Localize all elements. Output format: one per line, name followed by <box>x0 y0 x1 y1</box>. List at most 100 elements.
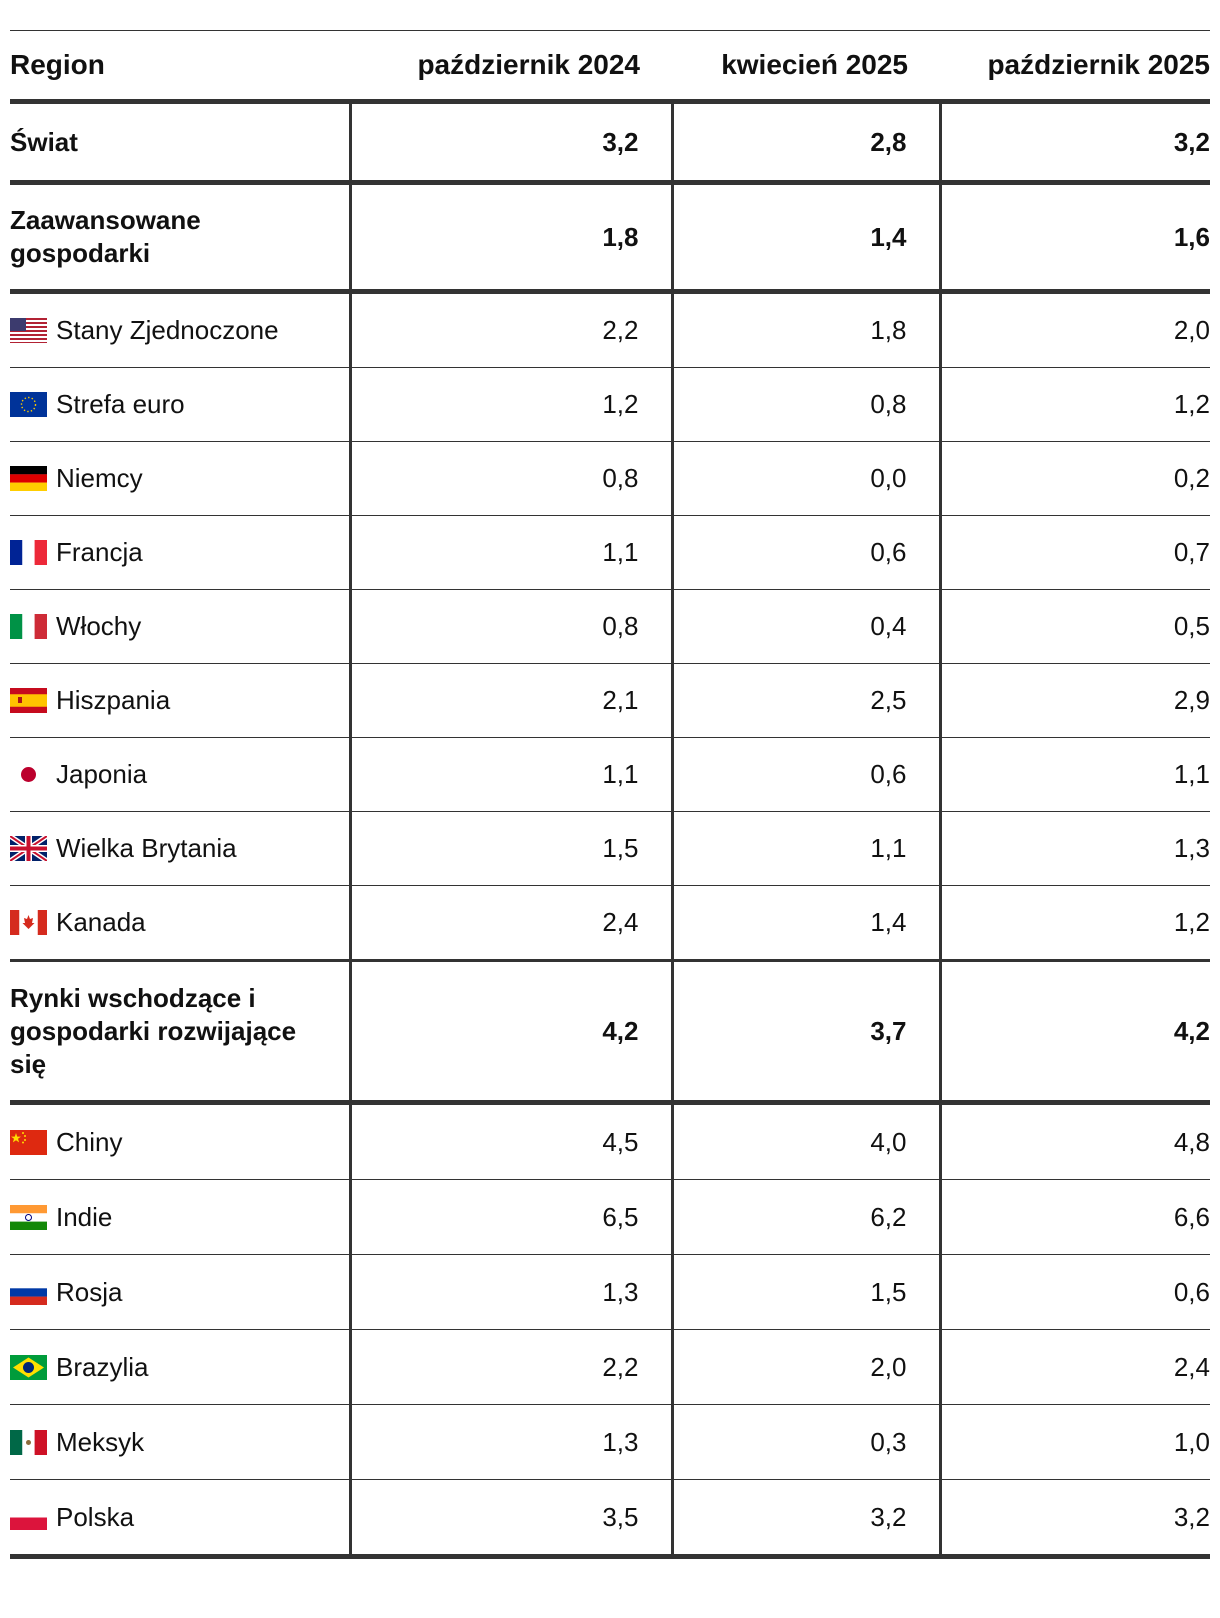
value-oct-2024: 1,3 <box>348 1254 672 1330</box>
table-row-world: Świat 3,2 2,8 3,2 <box>10 101 1210 185</box>
table-row-usa: Stany Zjednoczone 2,2 1,8 2,0 <box>10 291 1210 368</box>
value-oct-2025: 2,4 <box>938 1329 1210 1405</box>
brazil-flag-icon <box>10 1354 47 1380</box>
table-row-canada: Kanada 2,4 1,4 1,2 <box>10 885 1210 961</box>
value-oct-2024: 1,5 <box>348 811 672 886</box>
row-label: Rynki wschodzące i gospodarki rozwijając… <box>10 982 297 1079</box>
table-row-uk: Wielka Brytania 1,5 1,1 1,3 <box>10 811 1210 886</box>
table-row-brazil: Brazylia 2,2 2,0 2,4 <box>10 1329 1210 1405</box>
value-oct-2024: 2,1 <box>348 663 672 738</box>
table-row-euro-area: Strefa euro 1,2 0,8 1,2 <box>10 367 1210 442</box>
value-oct-2024: 3,2 <box>348 101 672 185</box>
russia-flag-icon <box>10 1279 47 1305</box>
header-oct-2024: październik 2024 <box>350 30 672 104</box>
value-oct-2025: 0,7 <box>938 515 1210 590</box>
value-apr-2025: 1,5 <box>670 1254 940 1330</box>
value-apr-2025: 0,3 <box>670 1404 940 1480</box>
row-label: Niemcy <box>56 463 143 493</box>
value-oct-2025: 3,2 <box>938 101 1210 185</box>
value-oct-2025: 0,6 <box>938 1254 1210 1330</box>
table-row-spain: Hiszpania 2,1 2,5 2,9 <box>10 663 1210 738</box>
row-label: Rosja <box>56 1276 123 1307</box>
value-oct-2024: 1,2 <box>348 367 672 442</box>
row-label: Chiny <box>56 1126 123 1157</box>
table-row-poland: Polska 3,5 3,2 3,2 <box>10 1479 1210 1559</box>
table-header-row: Region październik 2024 kwiecień 2025 pa… <box>10 30 1210 104</box>
row-label: Włochy <box>56 611 142 641</box>
value-oct-2025: 1,2 <box>938 885 1210 961</box>
row-label: Hiszpania <box>56 685 171 715</box>
value-apr-2025: 1,8 <box>670 291 940 368</box>
value-oct-2024: 1,1 <box>348 737 672 812</box>
value-oct-2025: 3,2 <box>938 1479 1210 1559</box>
table-row-india: Indie 6,5 6,2 6,6 <box>10 1179 1210 1255</box>
value-apr-2025: 0,8 <box>670 367 940 442</box>
value-oct-2025: 2,9 <box>938 663 1210 738</box>
germany-flag-icon <box>10 466 47 491</box>
us-flag-icon <box>10 318 47 343</box>
value-oct-2025: 1,3 <box>938 811 1210 886</box>
value-apr-2025: 1,1 <box>670 811 940 886</box>
value-oct-2025: 1,2 <box>938 367 1210 442</box>
value-oct-2025: 1,0 <box>938 1404 1210 1480</box>
value-oct-2024: 6,5 <box>348 1179 672 1255</box>
table-row-emerging-markets: Rynki wschodzące i gospodarki rozwijając… <box>10 960 1210 1105</box>
value-apr-2025: 1,4 <box>670 182 940 294</box>
france-flag-icon <box>10 540 47 565</box>
gdp-forecast-table: Region październik 2024 kwiecień 2025 pa… <box>10 30 1210 1559</box>
row-label: Świat <box>10 126 78 157</box>
value-apr-2025: 0,6 <box>670 737 940 812</box>
row-label: Meksyk <box>56 1426 145 1457</box>
value-oct-2024: 2,4 <box>348 885 672 961</box>
poland-flag-icon <box>10 1504 47 1530</box>
value-oct-2024: 4,5 <box>348 1102 672 1180</box>
value-oct-2024: 1,3 <box>348 1404 672 1480</box>
table-row-russia: Rosja 1,3 1,5 0,6 <box>10 1254 1210 1330</box>
row-label: Stany Zjednoczone <box>56 315 279 345</box>
row-label: Wielka Brytania <box>56 833 237 863</box>
table-row-japan: Japonia 1,1 0,6 1,1 <box>10 737 1210 812</box>
header-oct-2025: październik 2025 <box>940 30 1210 104</box>
row-label: Polska <box>56 1501 135 1532</box>
value-oct-2024: 1,8 <box>348 182 672 294</box>
table-row-mexico: Meksyk 1,3 0,3 1,0 <box>10 1404 1210 1480</box>
value-oct-2024: 1,1 <box>348 515 672 590</box>
header-apr-2025: kwiecień 2025 <box>672 30 940 104</box>
value-apr-2025: 2,0 <box>670 1329 940 1405</box>
value-oct-2024: 2,2 <box>348 291 672 368</box>
table-row-germany: Niemcy 0,8 0,0 0,2 <box>10 441 1210 516</box>
india-flag-icon <box>10 1204 47 1230</box>
value-oct-2025: 4,2 <box>938 960 1210 1105</box>
eu-flag-icon <box>10 392 47 417</box>
value-apr-2025: 6,2 <box>670 1179 940 1255</box>
value-oct-2024: 0,8 <box>348 441 672 516</box>
value-oct-2025: 2,0 <box>938 291 1210 368</box>
value-apr-2025: 0,6 <box>670 515 940 590</box>
mexico-flag-icon <box>10 1429 47 1455</box>
japan-flag-icon <box>10 762 47 787</box>
value-oct-2024: 2,2 <box>348 1329 672 1405</box>
spain-flag-icon <box>10 688 47 713</box>
value-oct-2025: 6,6 <box>938 1179 1210 1255</box>
value-apr-2025: 3,2 <box>670 1479 940 1559</box>
value-oct-2025: 4,8 <box>938 1102 1210 1180</box>
value-oct-2024: 0,8 <box>348 589 672 664</box>
value-oct-2025: 0,2 <box>938 441 1210 516</box>
value-oct-2025: 1,6 <box>938 182 1210 294</box>
china-flag-icon <box>10 1129 47 1155</box>
row-label: Japonia <box>56 759 148 789</box>
table-row-italy: Włochy 0,8 0,4 0,5 <box>10 589 1210 664</box>
table-row-china: Chiny 4,5 4,0 4,8 <box>10 1102 1210 1180</box>
canada-flag-icon <box>10 910 47 935</box>
value-oct-2024: 3,5 <box>348 1479 672 1559</box>
row-label: Strefa euro <box>56 389 185 419</box>
table-row-france: Francja 1,1 0,6 0,7 <box>10 515 1210 590</box>
row-label: Kanada <box>56 907 146 937</box>
gdp-forecast-table-container: Region październik 2024 kwiecień 2025 pa… <box>10 30 1210 1559</box>
value-apr-2025: 3,7 <box>670 960 940 1105</box>
row-label: Francja <box>56 537 143 567</box>
value-apr-2025: 0,4 <box>670 589 940 664</box>
value-apr-2025: 2,8 <box>670 101 940 185</box>
table-row-advanced-economies: Zaawansowane gospodarki 1,8 1,4 1,6 <box>10 182 1210 294</box>
row-label: Zaawansowane gospodarki <box>10 205 201 268</box>
